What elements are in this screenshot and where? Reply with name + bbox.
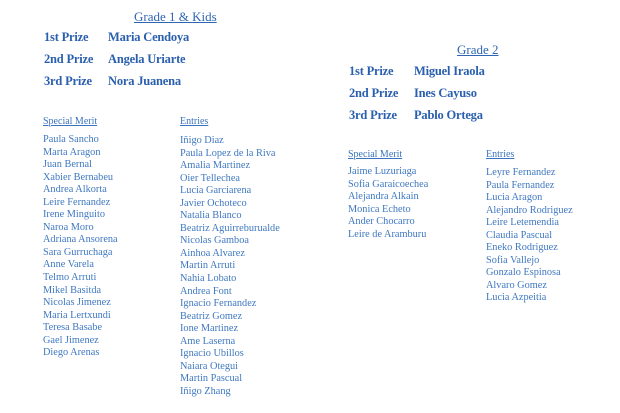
- list-item: Nahia Lobato: [180, 273, 237, 285]
- list-item: Nicolas Jimenez: [43, 297, 111, 309]
- prize-label: 2nd Prize: [44, 52, 94, 66]
- prize-label: 2nd Prize: [349, 86, 399, 100]
- list-item: Paula Fernandez: [486, 179, 555, 191]
- prize-winner: Ines Cayuso: [414, 86, 477, 100]
- list-item: Leire Fernandez: [43, 196, 111, 208]
- list-item: Andrea Alkorta: [43, 184, 107, 196]
- grade2-title: Grade 2: [457, 42, 499, 57]
- list-item: Ander Chocarro: [348, 216, 415, 228]
- list-item: Jaime Luzuriaga: [348, 166, 417, 177]
- list-item: Martin Arruti: [180, 260, 236, 272]
- list-item: Beatriz Gomez: [180, 310, 243, 322]
- list-item: Mikel Basitda: [43, 284, 102, 296]
- prize-winner: Pablo Ortega: [414, 108, 483, 122]
- prize-winner: Maria Cendoya: [108, 30, 190, 44]
- list-item: Ame Laserna: [180, 335, 236, 347]
- list-item: Sara Gurruchaga: [43, 246, 113, 258]
- list-item: Martin Pascual: [180, 373, 243, 385]
- grade1-special-merit-list: Paula Sancho Marta Aragon Juan Bernal Xabie…: [43, 134, 118, 360]
- grade1-entries-list: Iñigo Diaz Paula Lopez de la Riva Amalia M…: [180, 135, 280, 398]
- list-item: Ione Martinez: [180, 323, 239, 335]
- list-item: Ignacio Fernandez: [180, 298, 257, 310]
- list-item: Natalia Blanco: [180, 210, 242, 222]
- grade2-entries-list: Leyre Fernandez Paula Fernandez Lucia Arag…: [486, 167, 573, 305]
- grade2-special-merit-list: Jaime Luzuriaga Sofia Garaicoechea Alejand…: [348, 166, 428, 241]
- list-item: Juan Bernal: [43, 159, 92, 171]
- list-item: Gonzalo Espinosa: [486, 267, 561, 279]
- list-item: Nicolas Gamboa: [180, 235, 249, 247]
- prize-label: 3rd Prize: [349, 108, 397, 122]
- list-item: Xabier Bernabeu: [43, 171, 114, 183]
- list-item: Paula Sancho: [43, 134, 99, 145]
- list-item: Naroa Moro: [43, 221, 94, 233]
- list-item: Andrea Font: [180, 285, 232, 297]
- list-item: Diego Arenas: [43, 347, 100, 359]
- list-item: Lucia Garciarena: [180, 185, 252, 197]
- prize-label: 1st Prize: [349, 64, 394, 78]
- grade2-special-merit-heading: Special Merit: [348, 149, 403, 160]
- grade1-title: Grade 1 & Kids: [134, 9, 217, 24]
- list-item: Sofia Vallejo: [486, 254, 540, 266]
- list-item: Leire Letemendia: [486, 217, 559, 229]
- list-item: Anne Varela: [43, 259, 94, 271]
- list-item: Adriana Ansorena: [43, 234, 118, 246]
- list-item: Alejandro Rodriguez: [486, 204, 573, 216]
- grade2-entries-heading: Entries: [486, 149, 515, 160]
- list-item: Paula Lopez de la Riva: [180, 147, 276, 159]
- list-item: Irene Minguito: [43, 209, 106, 221]
- grade1-entries-heading: Entries: [180, 116, 209, 127]
- list-item: Alejandra Alkain: [348, 191, 419, 203]
- prize-winner: Nora Juanena: [108, 74, 181, 88]
- list-item: Gael Jimenez: [43, 334, 99, 346]
- prize-label: 1st Prize: [44, 30, 89, 44]
- list-item: Alvaro Gomez: [486, 279, 547, 291]
- list-item: Naiara Otegui: [180, 360, 239, 372]
- prize-winner: Miguel Iraola: [414, 64, 485, 78]
- prize-label: 3rd Prize: [44, 74, 92, 88]
- list-item: Leyre Fernandez: [486, 167, 556, 178]
- list-item: Claudia Pascual: [486, 229, 553, 241]
- list-item: Ignacio Ubillos: [180, 348, 244, 360]
- list-item: Teresa Basabe: [43, 322, 103, 334]
- grade1-special-merit-heading: Special Merit: [43, 116, 98, 127]
- list-item: Javier Ochoteco: [180, 197, 247, 209]
- list-item: Iñigo Diaz: [180, 135, 224, 146]
- list-item: Telmo Arruti: [43, 272, 97, 284]
- list-item: Lucia Azpeitia: [486, 292, 547, 304]
- list-item: Beatriz Aguirreburualde: [180, 222, 280, 234]
- list-item: Amalia Martinez: [180, 160, 251, 172]
- list-item: Iñigo Zhang: [180, 385, 231, 397]
- list-item: Maria Lertxundi: [43, 309, 111, 321]
- list-item: Eneko Rodriguez: [486, 242, 558, 254]
- list-item: Leire de Aramburu: [348, 228, 427, 240]
- list-item: Marta Aragon: [43, 146, 101, 158]
- list-item: Lucia Aragon: [486, 192, 543, 204]
- list-item: Oier Tellechea: [180, 172, 240, 184]
- prize-winner: Angela Uriarte: [108, 52, 186, 66]
- list-item: Ainhoa Alvarez: [180, 247, 245, 259]
- list-item: Monica Echeto: [348, 203, 411, 215]
- list-item: Sofia Garaicoechea: [348, 178, 429, 190]
